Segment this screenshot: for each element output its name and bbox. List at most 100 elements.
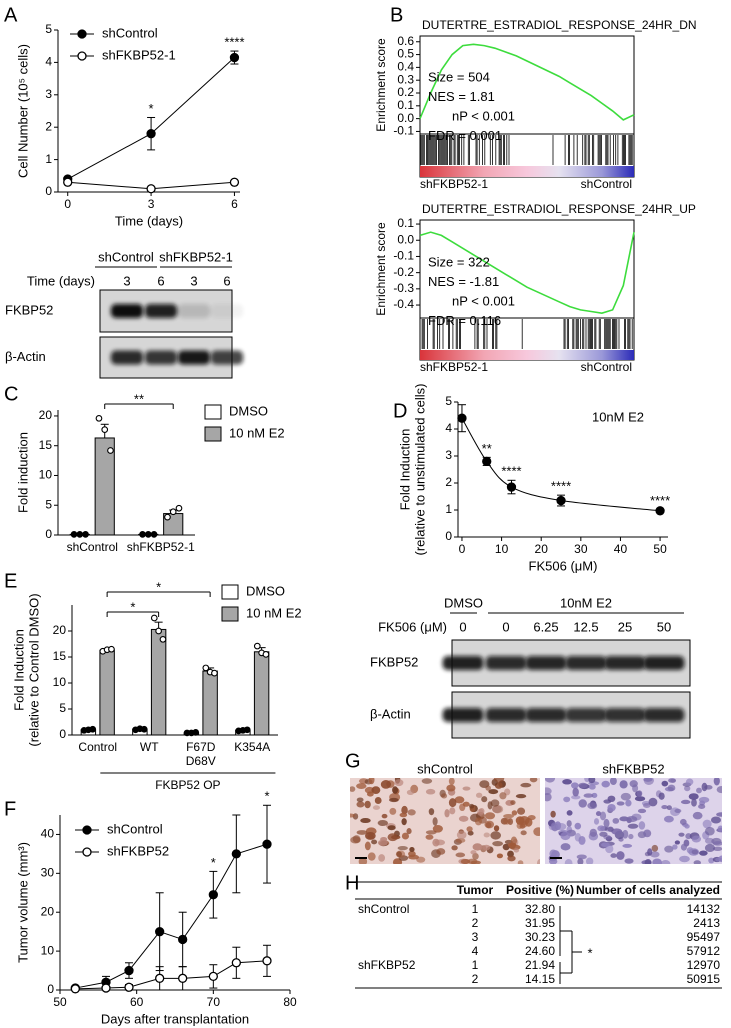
nucleus (475, 792, 483, 798)
lane-label: 25 (618, 619, 632, 634)
significance-label: **** (224, 34, 244, 49)
data-point (178, 973, 188, 983)
table-cell: 31.95 (525, 916, 555, 930)
nucleus (397, 845, 408, 851)
significance-label: * (264, 789, 269, 804)
nucleus (432, 838, 440, 847)
nucleus (560, 831, 571, 841)
nucleus (470, 860, 482, 864)
y-tick-label: 0.2 (397, 85, 414, 99)
y-tick-label: 0.0 (397, 111, 414, 125)
replicate-point (164, 513, 171, 521)
nucleus (620, 792, 632, 801)
y-axis-label: Cell Number (10⁵ cells) (15, 44, 30, 178)
nucleus (667, 784, 676, 792)
significance-label: * (149, 101, 154, 116)
nucleus (672, 844, 678, 850)
nucleus (612, 817, 620, 824)
y-axis-label: (relative to Control DMSO) (26, 593, 41, 746)
nucleus (524, 817, 533, 827)
replicate-point (150, 531, 158, 538)
y-tick-label: 20 (41, 904, 55, 918)
blot-band (177, 350, 211, 365)
y-tick-label: 1 (45, 152, 52, 166)
nucleus (625, 799, 632, 807)
replicate-point (169, 508, 177, 516)
x-tick-label: 70 (207, 995, 221, 1009)
replicate-point (82, 531, 89, 538)
x-tick-label: Control (78, 740, 117, 754)
nucleus (399, 812, 408, 818)
nucleus (462, 801, 470, 807)
rank-gradient (420, 166, 634, 177)
table-cell: 30.23 (525, 930, 555, 944)
y-tick-label: 10 (39, 468, 53, 482)
y-tick-label: 5 (45, 22, 52, 36)
nucleus (492, 840, 504, 847)
y-tick-label: 10 (53, 675, 67, 689)
table-header: Positive (%) (506, 883, 574, 897)
nucleus (616, 851, 625, 860)
nucleus (407, 809, 416, 816)
nucleus (704, 826, 715, 836)
nucleus (377, 839, 388, 846)
nucleus (428, 808, 435, 816)
nucleus (360, 817, 371, 824)
nucleus (513, 848, 520, 853)
blot-band (525, 656, 567, 670)
table-header: Number of cells analyzed (576, 883, 720, 897)
table-header: Tumor (457, 883, 494, 897)
data-point (146, 129, 156, 139)
y-tick-label: -0.1 (393, 249, 414, 263)
nucleus (684, 824, 690, 829)
rank-label: shControl (581, 360, 632, 374)
lane-label: 3 (123, 273, 130, 288)
nucleus (578, 782, 588, 789)
nucleus (389, 797, 399, 803)
data-point (146, 184, 156, 194)
legend-marker (82, 825, 92, 835)
y-tick-label: 1 (445, 502, 452, 516)
blot-row-name: β-Actin (370, 706, 411, 721)
nucleus (588, 778, 596, 784)
nucleus (704, 843, 715, 853)
nucleus (462, 786, 471, 791)
x-tick-label: 6 (231, 197, 238, 211)
replicate-point (139, 531, 146, 538)
nucleus (472, 852, 479, 860)
nucleus (607, 795, 616, 803)
y-tick-label: 0.1 (397, 98, 414, 112)
nucleus (610, 853, 617, 858)
nucleus (563, 796, 571, 803)
y-tick-label: -0.4 (393, 297, 414, 311)
nucleus (481, 796, 488, 803)
x-tick-label: 40 (614, 542, 628, 556)
nucleus (576, 854, 587, 860)
legend-label: shFKBP52-1 (102, 47, 176, 62)
x-tick-label: K354A (234, 740, 270, 754)
nucleus (716, 812, 722, 817)
blot-band (604, 708, 646, 722)
nucleus (717, 825, 722, 832)
significance-label: ** (134, 391, 144, 406)
x-tick-label: 10 (495, 542, 509, 556)
data-point (155, 973, 165, 983)
blot-band (144, 304, 178, 318)
nucleus (555, 823, 567, 831)
nucleus (588, 784, 596, 790)
table-cell: 57912 (687, 944, 721, 958)
replicate-point (155, 627, 162, 635)
table-cell: 12970 (687, 958, 721, 972)
nucleus (693, 860, 701, 864)
rank-label: shControl (581, 177, 632, 191)
nucleus (607, 803, 616, 812)
nucleus (691, 835, 702, 843)
nucleus (701, 782, 708, 792)
blot-row-name: FKBP52 (370, 654, 418, 669)
nucleus (371, 839, 378, 845)
legend-marker (77, 29, 87, 39)
nucleus (425, 830, 437, 835)
y-tick-label: 5 (45, 497, 52, 511)
nucleus (634, 796, 646, 802)
